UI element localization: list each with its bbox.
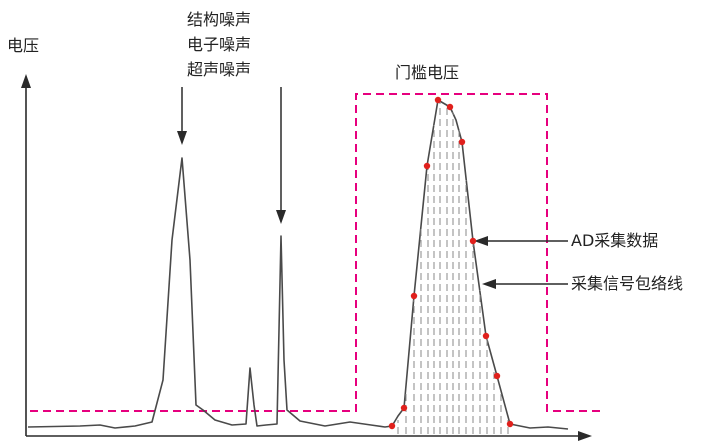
ad-sample-label: AD采集数据 (571, 231, 659, 250)
sample-point (469, 237, 477, 245)
noise-arrows (177, 87, 286, 224)
threshold-voltage-line (30, 93, 602, 412)
sample-lines (397, 101, 509, 434)
sample-point (482, 332, 490, 340)
envelope-label: 采集信号包络线 (571, 274, 684, 293)
sample-point (400, 404, 408, 412)
gate (30, 93, 602, 412)
noise-arrow-head-2 (276, 210, 286, 224)
noise-label-ultrasonic: 超声噪声 (187, 60, 252, 79)
noise-label-electronic: 电子噪声 (187, 35, 252, 54)
ad-sample-arrow-head (474, 236, 488, 246)
x-axis-arrow (578, 431, 592, 441)
sample-point (434, 96, 442, 104)
envelope-arrow-head (482, 279, 496, 289)
sample-point (388, 422, 396, 430)
noise-label-structure: 结构噪声 (187, 10, 252, 29)
sample-point (506, 420, 514, 428)
sample-point (458, 138, 466, 146)
y-axis-label: 电压 (7, 36, 40, 55)
axes (21, 74, 592, 441)
noise-arrow-head-1 (177, 131, 187, 145)
gate-label: 门槛电压 (395, 63, 460, 82)
callout-arrows (474, 236, 568, 289)
sample-point (493, 372, 501, 380)
sample-point (446, 103, 454, 111)
y-axis-arrow (21, 74, 31, 88)
sample-point (423, 162, 431, 170)
sample-point (410, 292, 418, 300)
sample-points (388, 96, 514, 430)
signal-trace (27, 99, 569, 430)
